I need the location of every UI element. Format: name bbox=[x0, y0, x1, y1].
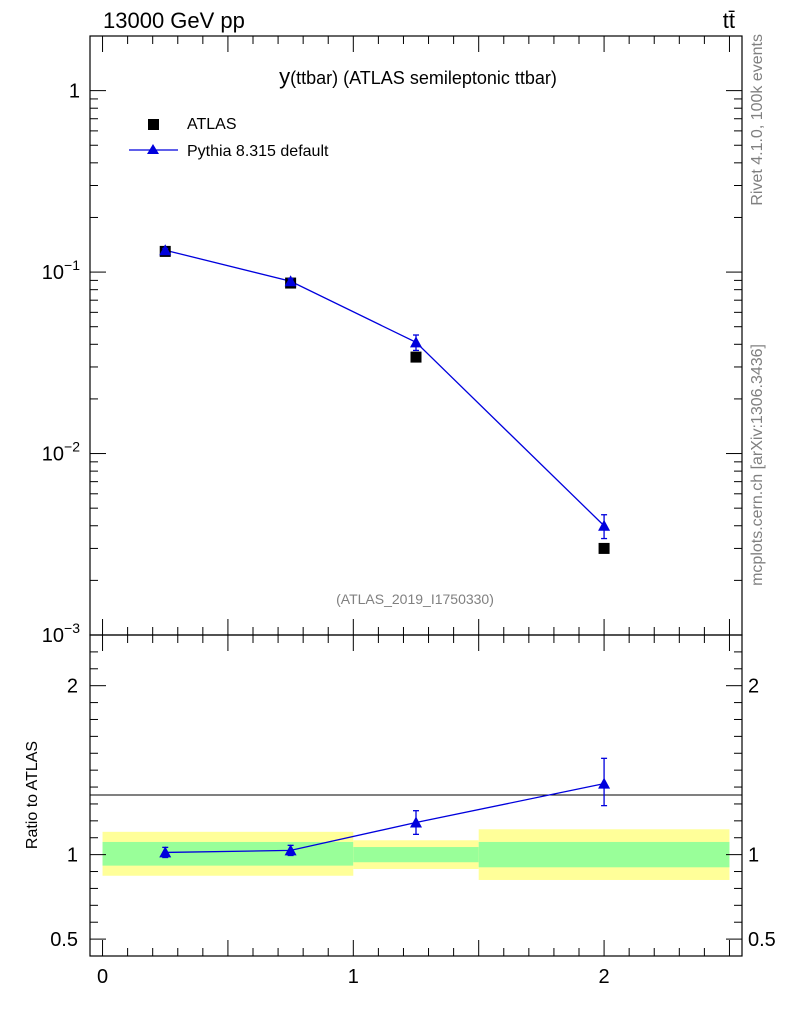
plot-title-rest: (ttbar) (ATLAS semileptonic ttbar) bbox=[290, 68, 557, 88]
ratio-inner-band bbox=[353, 847, 479, 863]
legend: ATLAS Pythia 8.315 default bbox=[129, 116, 329, 160]
mc-series-line bbox=[165, 249, 605, 527]
mc-data-point bbox=[284, 275, 297, 287]
ratio-data-marks bbox=[159, 757, 611, 859]
ratio-x-tick-label: 1 bbox=[348, 966, 359, 988]
ratio-data-point bbox=[159, 846, 172, 858]
mc-data-point bbox=[159, 244, 172, 256]
legend-atlas-marker bbox=[148, 119, 159, 130]
ratio-y-tick-label-right: 0.5 bbox=[748, 929, 776, 951]
ratio-inner-band bbox=[102, 841, 354, 866]
ratio-y-tick-label-right: 2 bbox=[748, 676, 759, 698]
main-y-tick-label: 10−2 bbox=[42, 439, 80, 466]
ratio-y-tick-label-left: 1 bbox=[67, 845, 78, 867]
plot-title-var: y bbox=[279, 64, 290, 89]
ratio-x-tick-label: 0 bbox=[97, 966, 108, 988]
ratio-series-line bbox=[165, 783, 605, 854]
legend-pythia-label: Pythia 8.315 default bbox=[187, 143, 329, 160]
legend-pythia-marker bbox=[147, 144, 159, 154]
rivet-version-label: Rivet 4.1.0, 100k events bbox=[749, 34, 766, 206]
main-y-tick-label: 10−1 bbox=[42, 257, 80, 284]
ratio-data-point bbox=[598, 777, 611, 789]
ratio-uncertainty-bands bbox=[102, 829, 730, 880]
mcplots-label: mcplots.cern.ch [arXiv:1306.3436] bbox=[749, 344, 766, 586]
ratio-x-tick-label: 2 bbox=[599, 966, 610, 988]
mc-data-point bbox=[598, 519, 611, 531]
main-y-tick-label: 1 bbox=[69, 81, 80, 103]
analysis-id-label: (ATLAS_2019_I1750330) bbox=[336, 591, 494, 607]
legend-atlas-label: ATLAS bbox=[187, 116, 237, 133]
ratio-y-tick-label-right: 1 bbox=[748, 845, 759, 867]
plot-title: y(ttbar) (ATLAS semileptonic ttbar) bbox=[279, 64, 557, 89]
process-label: tt̄ bbox=[723, 8, 735, 33]
main-axis-ticks: 1 10−1 10−2 10−3 bbox=[42, 35, 742, 647]
main-y-tick-label: 10−3 bbox=[42, 620, 80, 647]
ratio-plot-panel: 0.5 0.5 1 1 2 2 0 1 2 Ratio to ATLAS bbox=[24, 634, 776, 988]
ratio-inner-band bbox=[478, 841, 730, 868]
energy-label: 13000 GeV pp bbox=[103, 8, 245, 33]
ratio-y-axis-label: Ratio to ATLAS bbox=[24, 741, 41, 849]
main-plot-panel: 1 10−1 10−2 10−3 y(ttbar) (ATLAS semilepton… bbox=[42, 35, 743, 647]
mc-data-point bbox=[410, 336, 422, 348]
ratio-plot-frame bbox=[89, 634, 743, 957]
ratio-y-tick-label-left: 0.5 bbox=[50, 929, 78, 951]
ratio-axis-ticks: 0.5 0.5 1 1 2 2 0 1 2 bbox=[50, 634, 776, 988]
ratio-y-tick-label-left: 2 bbox=[67, 676, 78, 698]
atlas-data-point bbox=[598, 542, 610, 554]
ratio-data-point bbox=[410, 816, 422, 828]
main-data-marks bbox=[159, 244, 611, 554]
ratio-data-point bbox=[284, 844, 297, 856]
atlas-data-point bbox=[410, 351, 422, 363]
